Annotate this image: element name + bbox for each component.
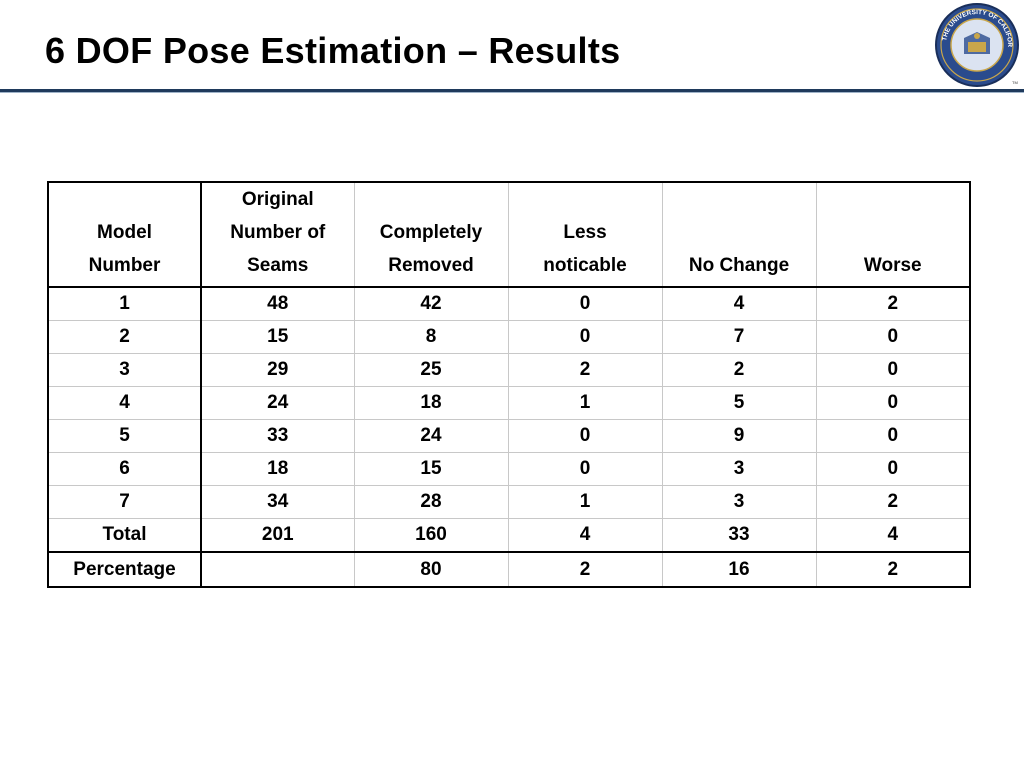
table-cell: 24 bbox=[200, 386, 355, 420]
table-cell: 2 bbox=[815, 551, 971, 588]
table-cell: 42 bbox=[353, 286, 509, 321]
table-cell: 0 bbox=[507, 419, 663, 453]
table-cell: 0 bbox=[815, 386, 971, 420]
table-cell: 0 bbox=[815, 353, 971, 387]
row-label-cell: 5 bbox=[47, 419, 202, 453]
row-label-cell: 1 bbox=[47, 286, 202, 321]
table-cell: 33 bbox=[200, 419, 355, 453]
header-model-number: Model Number bbox=[47, 181, 202, 288]
table-cell: 3 bbox=[661, 485, 817, 519]
university-seal-logo: THE UNIVERSITY OF CALIFORNIA 1868 TM bbox=[934, 2, 1019, 87]
table-cell: 160 bbox=[353, 518, 509, 553]
table-cell: 34 bbox=[200, 485, 355, 519]
table-cell: 2 bbox=[507, 551, 663, 588]
table-row: 6 18 15 0 3 0 bbox=[47, 452, 971, 486]
slide-title: 6 DOF Pose Estimation – Results bbox=[45, 30, 621, 71]
table-cell: 24 bbox=[353, 419, 509, 453]
percentage-row: Percentage 80 2 16 2 bbox=[47, 551, 971, 588]
row-label-cell: Total bbox=[47, 518, 202, 553]
results-table: Model Number Original Number of Seams Compl… bbox=[47, 181, 971, 588]
title-rule-accent bbox=[0, 92, 1024, 93]
table-cell: 8 bbox=[353, 320, 509, 354]
row-label-cell: 7 bbox=[47, 485, 202, 519]
table-cell: 201 bbox=[200, 518, 355, 553]
header-completely-removed: Completely Removed bbox=[353, 181, 509, 288]
table-row: 4 24 18 1 5 0 bbox=[47, 386, 971, 420]
table-cell: 4 bbox=[661, 286, 817, 321]
row-label-cell: 2 bbox=[47, 320, 202, 354]
row-label-cell: Percentage bbox=[47, 551, 202, 588]
table-cell: 0 bbox=[815, 320, 971, 354]
title-rule bbox=[0, 89, 1024, 92]
table-row: 1 48 42 0 4 2 bbox=[47, 286, 971, 321]
header-original-seams: Original Number of Seams bbox=[200, 181, 355, 288]
row-label-cell: 4 bbox=[47, 386, 202, 420]
row-label-cell: 3 bbox=[47, 353, 202, 387]
table-cell: 2 bbox=[815, 485, 971, 519]
table-cell: 9 bbox=[661, 419, 817, 453]
table-cell: 80 bbox=[353, 551, 509, 588]
table-cell: 2 bbox=[661, 353, 817, 387]
table-cell: 15 bbox=[200, 320, 355, 354]
header-less-noticable: Less noticable bbox=[507, 181, 663, 288]
table-cell: 18 bbox=[353, 386, 509, 420]
table-cell: 1 bbox=[507, 485, 663, 519]
row-label-cell: 6 bbox=[47, 452, 202, 486]
table-row: 7 34 28 1 3 2 bbox=[47, 485, 971, 519]
header-no-change: No Change bbox=[661, 181, 817, 288]
table-row: 2 15 8 0 7 0 bbox=[47, 320, 971, 354]
header-worse: Worse bbox=[815, 181, 971, 288]
table-cell: 5 bbox=[661, 386, 817, 420]
table-row: 3 29 25 2 2 0 bbox=[47, 353, 971, 387]
table-cell: 0 bbox=[815, 419, 971, 453]
table-cell: 7 bbox=[661, 320, 817, 354]
table-cell: 48 bbox=[200, 286, 355, 321]
table-cell: 15 bbox=[353, 452, 509, 486]
header-row: Model Number Original Number of Seams Compl… bbox=[47, 181, 971, 288]
table-cell: 28 bbox=[353, 485, 509, 519]
total-row: Total 201 160 4 33 4 bbox=[47, 518, 971, 553]
table-cell: 18 bbox=[200, 452, 355, 486]
table-cell: 29 bbox=[200, 353, 355, 387]
table-cell: 4 bbox=[507, 518, 663, 553]
table-cell: 0 bbox=[507, 452, 663, 486]
table-cell: 1 bbox=[507, 386, 663, 420]
table-cell: 0 bbox=[815, 452, 971, 486]
table-cell: 3 bbox=[661, 452, 817, 486]
table-cell: 2 bbox=[507, 353, 663, 387]
table-cell: 25 bbox=[353, 353, 509, 387]
table-cell: 4 bbox=[815, 518, 971, 553]
trademark-mark: TM bbox=[1012, 80, 1018, 85]
table-cell: 2 bbox=[815, 286, 971, 321]
table-cell: 16 bbox=[661, 551, 817, 588]
table-cell: 0 bbox=[507, 320, 663, 354]
table-cell bbox=[200, 551, 355, 588]
table-row: 5 33 24 0 9 0 bbox=[47, 419, 971, 453]
table-cell: 0 bbox=[507, 286, 663, 321]
table-cell: 33 bbox=[661, 518, 817, 553]
